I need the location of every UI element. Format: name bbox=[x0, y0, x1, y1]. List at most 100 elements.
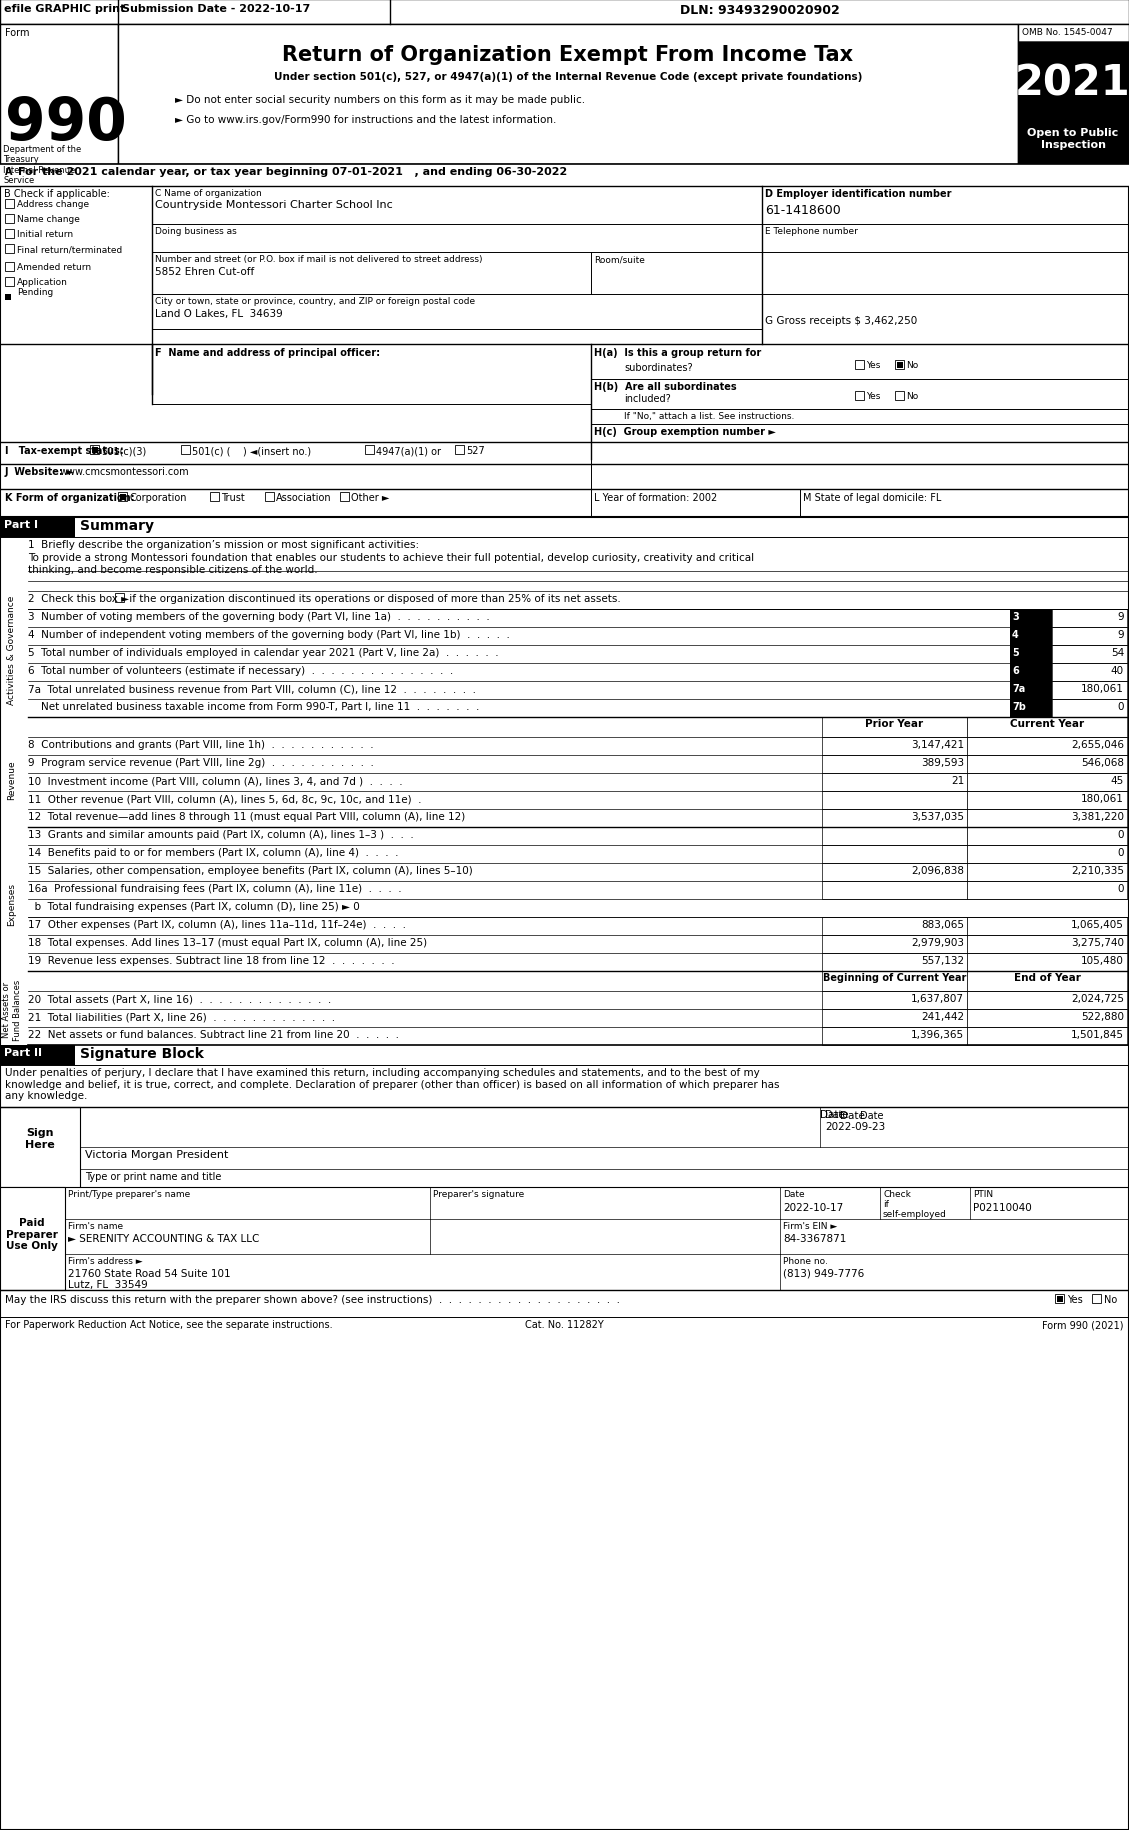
Bar bbox=[968, 972, 1127, 992]
Text: 990: 990 bbox=[5, 95, 126, 152]
Bar bbox=[822, 953, 968, 972]
Text: For the 2021 calendar year, or tax year beginning 07-01-2021   , and ending 06-3: For the 2021 calendar year, or tax year … bbox=[18, 167, 567, 178]
Text: Expenses: Expenses bbox=[8, 884, 17, 926]
Text: Land O Lakes, FL  34639: Land O Lakes, FL 34639 bbox=[155, 309, 282, 318]
Bar bbox=[968, 1027, 1127, 1045]
Text: J  Website: ►: J Website: ► bbox=[5, 467, 75, 478]
Text: D Employer identification number: D Employer identification number bbox=[765, 188, 952, 199]
Text: Part I: Part I bbox=[5, 520, 38, 529]
Text: Final return/terminated: Final return/terminated bbox=[17, 245, 122, 254]
Text: if
self-employed: if self-employed bbox=[883, 1199, 947, 1219]
Text: Firm's address ►: Firm's address ► bbox=[68, 1257, 142, 1265]
Bar bbox=[822, 792, 968, 809]
Text: I   Tax-exempt status:: I Tax-exempt status: bbox=[5, 447, 124, 456]
Text: 1,501,845: 1,501,845 bbox=[1071, 1030, 1124, 1039]
Text: No: No bbox=[905, 361, 918, 370]
Text: 54: 54 bbox=[1111, 648, 1124, 657]
Bar bbox=[822, 845, 968, 864]
Text: 7a: 7a bbox=[1012, 684, 1025, 694]
Text: (813) 949-7776: (813) 949-7776 bbox=[784, 1268, 865, 1279]
Bar bbox=[968, 917, 1127, 935]
Text: 1,396,365: 1,396,365 bbox=[911, 1030, 964, 1039]
Text: Date: Date bbox=[825, 1109, 849, 1120]
Text: 4947(a)(1) or: 4947(a)(1) or bbox=[376, 447, 441, 456]
Text: 0: 0 bbox=[1118, 847, 1124, 858]
Bar bbox=[822, 756, 968, 774]
Bar bbox=[1018, 42, 1129, 117]
Text: Revenue: Revenue bbox=[8, 759, 17, 800]
Text: Summary: Summary bbox=[80, 518, 154, 533]
Bar bbox=[91, 447, 97, 454]
Text: 0: 0 bbox=[1118, 829, 1124, 840]
Text: Date: Date bbox=[784, 1190, 805, 1199]
Bar bbox=[895, 361, 904, 370]
Bar bbox=[119, 492, 126, 501]
Bar bbox=[822, 882, 968, 900]
Text: 9  Program service revenue (Part VIII, line 2g)  .  .  .  .  .  .  .  .  .  .  .: 9 Program service revenue (Part VIII, li… bbox=[28, 758, 374, 767]
Bar bbox=[1018, 117, 1129, 165]
Text: 12  Total revenue—add lines 8 through 11 (must equal Part VIII, column (A), line: 12 Total revenue—add lines 8 through 11 … bbox=[28, 811, 465, 822]
Bar bbox=[0, 165, 1129, 187]
Text: 3: 3 bbox=[1012, 611, 1018, 622]
Text: Victoria Morgan President: Victoria Morgan President bbox=[85, 1149, 228, 1160]
Text: 18  Total expenses. Add lines 13–17 (must equal Part IX, column (A), line 25): 18 Total expenses. Add lines 13–17 (must… bbox=[28, 937, 427, 948]
Bar bbox=[822, 1027, 968, 1045]
Text: Other ►: Other ► bbox=[351, 492, 390, 503]
Bar bbox=[896, 362, 902, 368]
Bar bbox=[119, 26, 1018, 165]
Text: May the IRS discuss this return with the preparer shown above? (see instructions: May the IRS discuss this return with the… bbox=[5, 1294, 620, 1305]
Text: 5  Total number of individuals employed in calendar year 2021 (Part V, line 2a) : 5 Total number of individuals employed i… bbox=[28, 648, 499, 657]
Text: 1,065,405: 1,065,405 bbox=[1071, 919, 1124, 930]
Bar bbox=[5, 231, 14, 240]
Bar bbox=[0, 1045, 75, 1065]
Text: Number and street (or P.O. box if mail is not delivered to street address): Number and street (or P.O. box if mail i… bbox=[155, 254, 482, 264]
Text: Room/suite: Room/suite bbox=[594, 254, 645, 264]
Bar bbox=[1018, 26, 1129, 165]
Text: K Form of organization:: K Form of organization: bbox=[5, 492, 134, 503]
Bar bbox=[1052, 699, 1127, 717]
Text: 389,593: 389,593 bbox=[921, 758, 964, 767]
Text: Trust: Trust bbox=[221, 492, 245, 503]
Text: 105,480: 105,480 bbox=[1082, 955, 1124, 966]
Bar bbox=[5, 278, 14, 287]
Bar bbox=[855, 392, 864, 401]
Text: Open to Public
Inspection: Open to Public Inspection bbox=[1027, 128, 1119, 150]
Text: L Year of formation: 2002: L Year of formation: 2002 bbox=[594, 492, 717, 503]
Bar bbox=[822, 864, 968, 882]
Text: 527: 527 bbox=[466, 447, 484, 456]
Text: 10  Investment income (Part VIII, column (A), lines 3, 4, and 7d )  .  .  .  .: 10 Investment income (Part VIII, column … bbox=[28, 776, 403, 785]
Text: Date: Date bbox=[820, 1109, 844, 1120]
Text: 22  Net assets or fund balances. Subtract line 21 from line 20  .  .  .  .  .: 22 Net assets or fund balances. Subtract… bbox=[28, 1030, 399, 1039]
Text: 2,024,725: 2,024,725 bbox=[1071, 994, 1124, 1003]
Bar bbox=[968, 774, 1127, 792]
Bar bbox=[822, 1010, 968, 1027]
Text: F  Name and address of principal officer:: F Name and address of principal officer: bbox=[155, 348, 380, 359]
Text: Initial return: Initial return bbox=[17, 231, 73, 240]
Text: ► SERENITY ACCOUNTING & TAX LLC: ► SERENITY ACCOUNTING & TAX LLC bbox=[68, 1233, 260, 1243]
Text: No: No bbox=[1104, 1294, 1118, 1305]
Text: 45: 45 bbox=[1111, 776, 1124, 785]
Bar bbox=[5, 295, 11, 300]
Bar bbox=[365, 447, 374, 454]
Text: PTIN: PTIN bbox=[973, 1190, 994, 1199]
Bar bbox=[0, 1107, 80, 1188]
Bar bbox=[968, 953, 1127, 972]
Text: 2,979,903: 2,979,903 bbox=[911, 937, 964, 948]
Text: www.cmcsmontessori.com: www.cmcsmontessori.com bbox=[60, 467, 190, 478]
Text: 0: 0 bbox=[1118, 701, 1124, 712]
Text: Yes: Yes bbox=[866, 361, 881, 370]
Text: OMB No. 1545-0047: OMB No. 1545-0047 bbox=[1022, 27, 1112, 37]
Text: 14  Benefits paid to or for members (Part IX, column (A), line 4)  .  .  .  .: 14 Benefits paid to or for members (Part… bbox=[28, 847, 399, 858]
Text: 3,381,220: 3,381,220 bbox=[1071, 811, 1124, 822]
Text: To provide a strong Montessori foundation that enables our students to achieve t: To provide a strong Montessori foundatio… bbox=[28, 553, 754, 575]
Bar bbox=[822, 809, 968, 827]
Bar bbox=[1052, 646, 1127, 664]
Text: Corporation: Corporation bbox=[129, 492, 186, 503]
Text: Activities & Governance: Activities & Governance bbox=[8, 595, 17, 705]
Text: Name change: Name change bbox=[17, 214, 80, 223]
Text: H(c)  Group exemption number ►: H(c) Group exemption number ► bbox=[594, 426, 776, 437]
Text: Net Assets or
Fund Balances: Net Assets or Fund Balances bbox=[2, 979, 21, 1039]
Text: Firm's name: Firm's name bbox=[68, 1221, 123, 1230]
Bar bbox=[455, 447, 464, 454]
Text: M State of legal domicile: FL: M State of legal domicile: FL bbox=[803, 492, 942, 503]
